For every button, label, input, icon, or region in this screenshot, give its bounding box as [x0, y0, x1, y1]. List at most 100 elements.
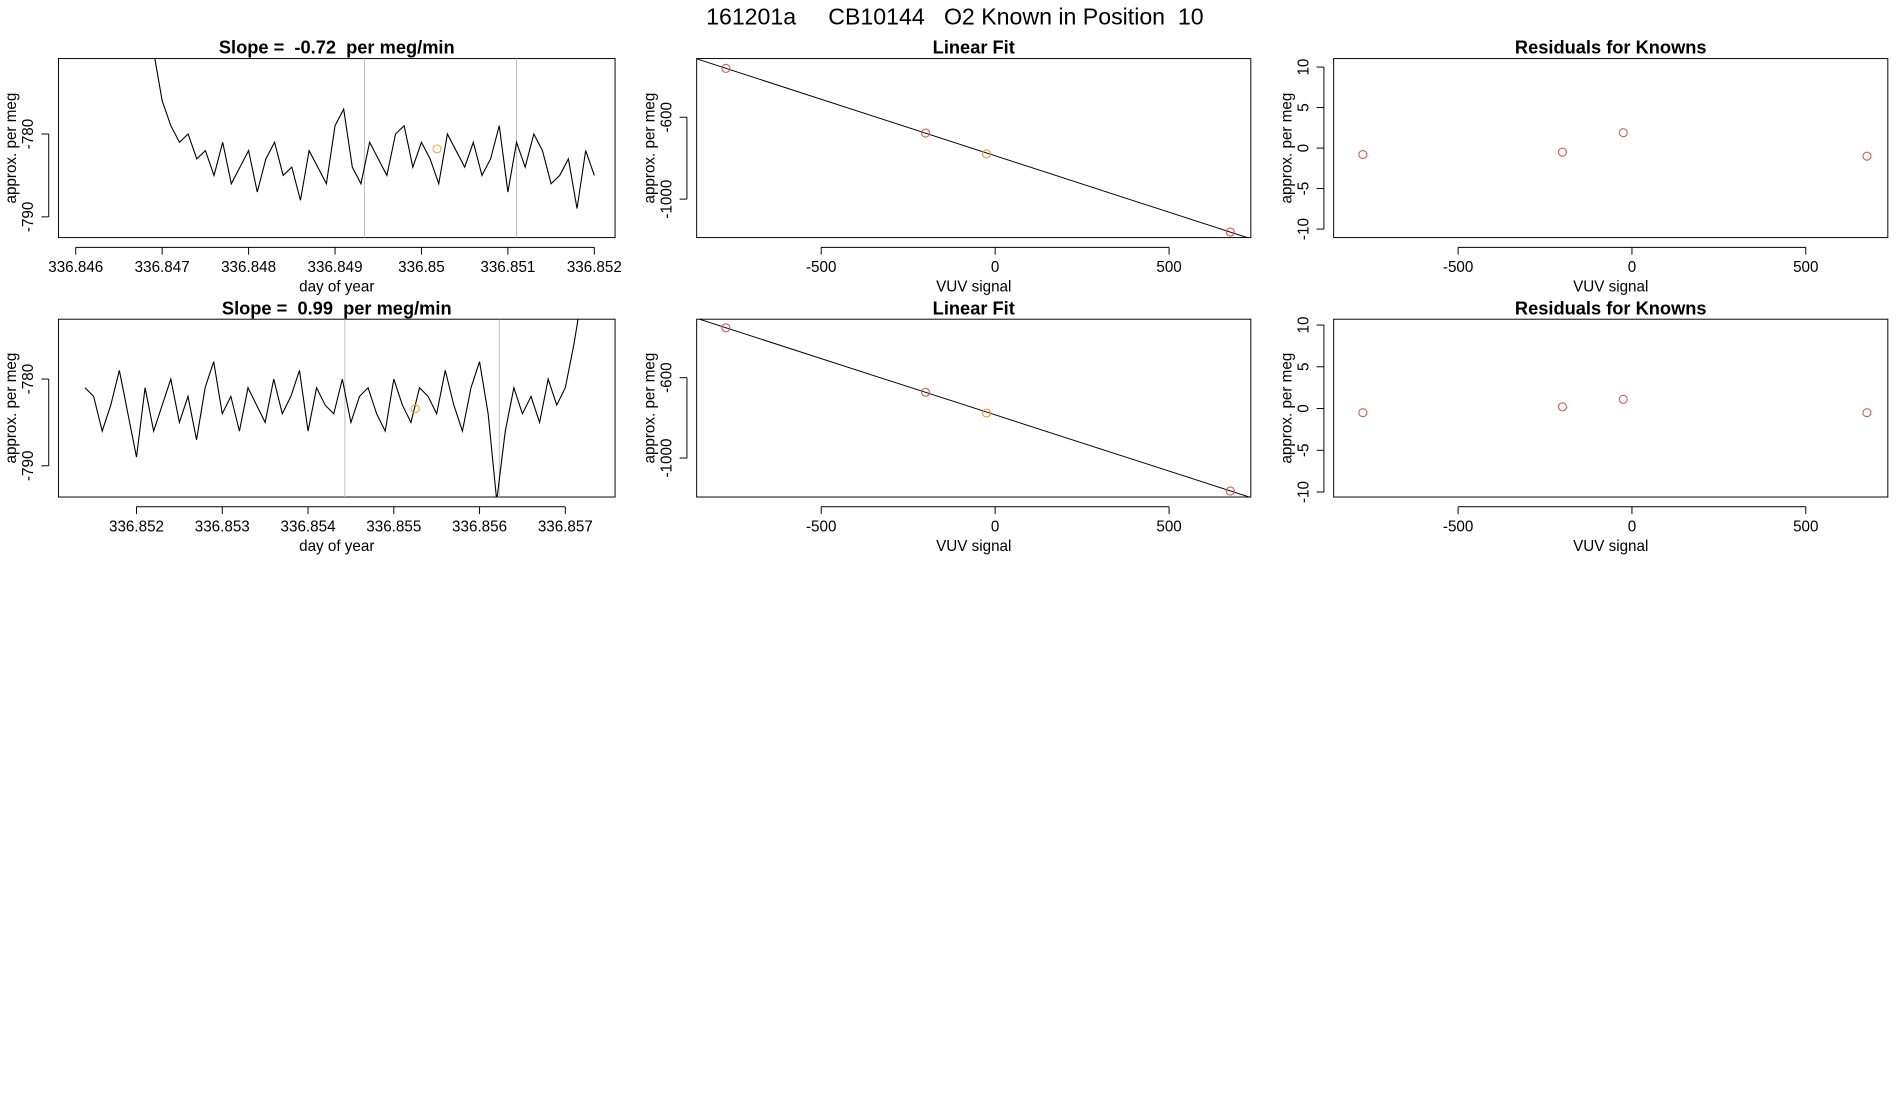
data-point — [921, 387, 931, 397]
data-point — [1557, 402, 1567, 412]
panel-title: Residuals for Knowns — [1515, 37, 1707, 58]
data-point — [1618, 128, 1628, 138]
data-point — [981, 408, 992, 418]
panel-title: Slope = 0.99 per meg/min — [222, 297, 452, 318]
y-tick-label: 10 — [1295, 59, 1312, 76]
data-point — [1862, 408, 1872, 418]
y-tick-label: 5 — [1295, 103, 1312, 111]
panel: Slope = -0.72 per meg/min day of year appr… — [3, 37, 622, 296]
x-tick-label: 0 — [1628, 259, 1636, 276]
y-axis-label: approx. per meg — [3, 353, 20, 464]
panel: Linear Fit VUV signal approx. per meg -500 0… — [641, 297, 1252, 555]
plot-frame — [696, 58, 1252, 239]
x-tick-label: 0 — [1628, 518, 1636, 535]
x-tick-label: 336.85 — [398, 259, 445, 276]
plot-area — [697, 319, 1251, 498]
plot-frame — [57, 58, 616, 239]
highlight-point — [410, 403, 420, 414]
panel-title: Linear Fit — [933, 37, 1015, 58]
y-tick-label: -780 — [20, 364, 37, 394]
y-axis-label: approx. per meg — [1278, 353, 1295, 464]
data-point — [1557, 147, 1567, 157]
data-point — [1225, 227, 1235, 237]
x-tick-label: 500 — [1156, 259, 1181, 276]
x-tick-label: -500 — [1443, 518, 1473, 535]
plot-area — [1358, 394, 1872, 418]
plot-frame — [1333, 58, 1889, 239]
y-tick-label: -1000 — [658, 180, 675, 219]
x-axis-label: VUV signal — [1573, 538, 1648, 555]
data-point — [981, 149, 992, 159]
plot-area — [154, 58, 595, 238]
x-tick-label: 336.855 — [366, 518, 421, 535]
y-tick-label: -790 — [20, 202, 37, 232]
plot-frame — [1333, 318, 1889, 498]
x-tick-label: 336.853 — [195, 518, 250, 535]
y-tick-label: 10 — [1295, 317, 1312, 334]
fit-line — [696, 58, 1249, 238]
main-title: 161201a CB10144 O2 Known in Position 10 — [706, 3, 1204, 29]
y-tick-label: -10 — [1295, 218, 1312, 240]
y-tick-label: -790 — [20, 451, 37, 481]
x-axis-label: VUV signal — [1573, 279, 1648, 296]
panel: Linear Fit VUV signal approx. per meg -500 0… — [641, 37, 1252, 296]
data-line — [154, 58, 595, 209]
x-tick-label: 500 — [1793, 518, 1818, 535]
plot-area — [84, 319, 579, 498]
y-axis-label: approx. per meg — [641, 93, 658, 204]
fit-line — [697, 319, 1251, 498]
y-tick-label: 0 — [1295, 404, 1312, 412]
x-tick-label: -500 — [806, 259, 836, 276]
y-tick-label: 0 — [1295, 144, 1312, 152]
x-tick-label: 500 — [1156, 518, 1181, 535]
x-tick-label: 336.857 — [538, 518, 593, 535]
highlight-point — [432, 144, 442, 154]
x-tick-label: 336.852 — [567, 259, 622, 276]
y-tick-label: -600 — [658, 362, 675, 392]
x-tick-label: 336.849 — [308, 259, 363, 276]
panel-title: Residuals for Knowns — [1515, 297, 1707, 318]
x-axis-label: VUV signal — [936, 538, 1011, 555]
x-tick-label: 336.856 — [452, 518, 507, 535]
y-tick-label: 5 — [1295, 363, 1312, 371]
data-point — [1358, 408, 1368, 418]
data-point — [1358, 149, 1368, 160]
x-tick-label: 336.847 — [135, 259, 190, 276]
y-axis-label: approx. per meg — [641, 353, 658, 464]
plot-area — [696, 58, 1249, 238]
y-tick-label: -600 — [658, 102, 675, 132]
y-axis-label: approx. per meg — [1278, 93, 1295, 204]
data-point — [721, 323, 731, 333]
panel: Residuals for Knowns VUV signal approx. pe… — [1278, 297, 1889, 555]
plot-frame — [696, 318, 1252, 498]
x-axis-label: day of year — [299, 279, 374, 296]
x-tick-label: -500 — [1443, 259, 1473, 276]
panel: Slope = 0.99 per meg/min day of year appro… — [3, 297, 616, 555]
y-tick-label: -5 — [1295, 443, 1312, 457]
x-tick-label: 336.848 — [221, 259, 276, 276]
data-point — [721, 63, 731, 73]
x-tick-label: 500 — [1793, 259, 1818, 276]
x-axis-label: day of year — [299, 538, 374, 555]
y-tick-label: -780 — [20, 119, 37, 149]
x-tick-label: 336.851 — [480, 259, 535, 276]
data-point — [1862, 151, 1872, 161]
data-point — [1618, 394, 1628, 404]
data-point — [921, 128, 931, 138]
y-tick-label: -5 — [1295, 182, 1312, 196]
x-tick-label: 0 — [991, 518, 999, 535]
x-tick-label: -500 — [806, 518, 836, 535]
x-tick-label: 336.846 — [48, 259, 103, 276]
x-tick-label: 0 — [991, 259, 999, 276]
data-line — [84, 319, 579, 498]
y-tick-label: -1000 — [658, 439, 675, 478]
x-axis-label: VUV signal — [936, 279, 1011, 296]
x-tick-label: 336.854 — [281, 518, 337, 535]
plot-frame — [57, 318, 616, 498]
panel-title: Linear Fit — [933, 297, 1015, 318]
y-axis-label: approx. per meg — [3, 93, 20, 204]
y-tick-label: -10 — [1295, 481, 1312, 503]
data-point — [1225, 486, 1235, 496]
